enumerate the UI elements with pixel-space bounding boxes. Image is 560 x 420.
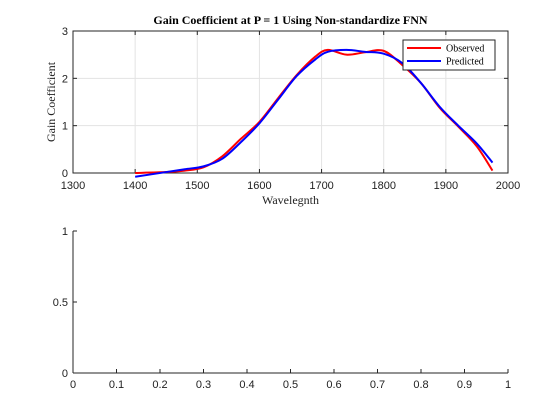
x-tick-label: 0.8 bbox=[413, 379, 428, 391]
x-tick-label: 0.6 bbox=[326, 379, 341, 391]
x-tick-label: 0.7 bbox=[370, 379, 385, 391]
y-tick-label: 0 bbox=[62, 168, 68, 180]
legend: Observed Predicted bbox=[402, 39, 496, 71]
x-tick-label: 0.2 bbox=[152, 379, 167, 391]
x-tick-label: 1400 bbox=[123, 180, 147, 192]
y-tick-label: 3 bbox=[62, 26, 68, 38]
x-tick-label: 2000 bbox=[496, 180, 520, 192]
x-tick-label: 1500 bbox=[185, 180, 209, 192]
x-tick-label: 0.9 bbox=[457, 379, 472, 391]
y-tick-label: 0.5 bbox=[53, 297, 68, 309]
legend-box bbox=[402, 39, 496, 71]
y-tick-label: 2 bbox=[62, 73, 68, 85]
top-plot: 1300 1400 1500 1600 1700 1800 1900 2000 0 1 2 3 Ga… bbox=[44, 13, 520, 207]
top-plot-x-ticks: 1300 1400 1500 1600 1700 1800 1900 2000 bbox=[61, 31, 520, 192]
x-tick-label: 1900 bbox=[434, 180, 458, 192]
x-axis-label: Wavelegnth bbox=[262, 193, 319, 207]
x-tick-label: 1800 bbox=[371, 180, 395, 192]
series-line-predicted bbox=[134, 48, 494, 178]
x-tick-label: 1600 bbox=[247, 180, 271, 192]
top-plot-series bbox=[134, 48, 494, 178]
bottom-plot-y-ticks: 00.51 bbox=[53, 226, 77, 380]
y-tick-label: 1 bbox=[62, 121, 68, 133]
bottom-plot-x-ticks: 0 0.1 0.2 0.3 0.4 0.5 0.6 0.7 0.8 0.9 1 bbox=[70, 369, 511, 391]
y-axis-label: Gain Coefficient bbox=[44, 61, 58, 142]
x-tick-label: 0.4 bbox=[239, 379, 254, 391]
x-tick-label: 0.3 bbox=[196, 379, 211, 391]
x-tick-label: 1 bbox=[505, 379, 511, 391]
chart-title: Gain Coefficient at P = 1 Using Non-stan… bbox=[153, 13, 427, 27]
legend-label-observed: Observed bbox=[446, 44, 484, 55]
x-tick-label: 0.1 bbox=[109, 379, 124, 391]
legend-label-predicted: Predicted bbox=[446, 57, 484, 68]
y-tick-label: 0 bbox=[62, 368, 68, 380]
top-plot-frame bbox=[72, 30, 509, 174]
x-tick-label: 0.5 bbox=[283, 379, 298, 391]
y-tick-label: 1 bbox=[62, 226, 68, 238]
bottom-plot: 0 0.1 0.2 0.3 0.4 0.5 0.6 0.7 0.8 0.9 1 00.51 bbox=[53, 226, 511, 391]
x-tick-label: 1700 bbox=[309, 180, 333, 192]
x-tick-label: 1300 bbox=[61, 180, 85, 192]
x-tick-label: 0 bbox=[70, 379, 76, 391]
top-plot-y-ticks: 0 1 2 3 bbox=[62, 26, 508, 180]
